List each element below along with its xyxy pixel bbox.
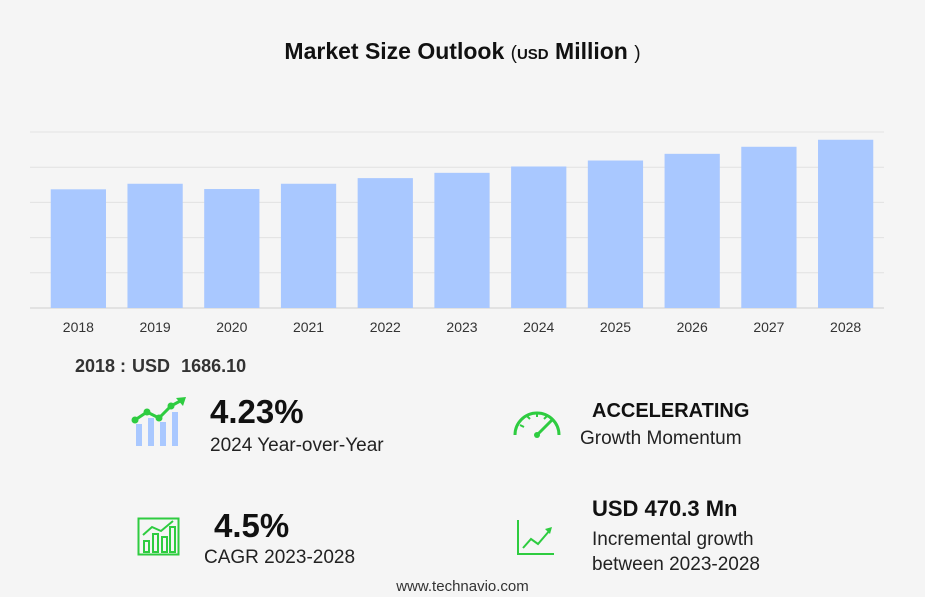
bar-chart-icon (137, 517, 180, 556)
yoy-label: 2024 Year-over-Year (210, 435, 384, 456)
x-tick-label-2024: 2024 (523, 319, 554, 335)
cagr-label: CAGR 2023-2028 (204, 547, 356, 568)
bar-2022 (357, 178, 413, 308)
bar-2023 (434, 172, 490, 308)
x-tick-label-2026: 2026 (677, 319, 708, 335)
growth-bars-icon (131, 397, 186, 446)
incremental-label-line2: between 2023-2028 (592, 553, 760, 575)
x-tick-label-2019: 2019 (140, 319, 171, 335)
title-open-paren: ( (510, 43, 517, 64)
yoy-value: 4.23% (210, 393, 304, 430)
bar-2020 (204, 189, 260, 308)
x-tick-label-2027: 2027 (753, 319, 784, 335)
base-year-value: 2018 : USD 1686.10 (75, 356, 252, 377)
bar-2021 (280, 183, 337, 308)
x-tick-label-2025: 2025 (600, 319, 631, 335)
bar-2027 (741, 146, 797, 308)
incremental-stat: USD 470.3 Mn Incremental growth between … (592, 496, 760, 577)
bar-2026 (664, 153, 720, 308)
momentum-stat: ACCELERATING Growth Momentum (580, 400, 750, 452)
x-tick-label-2028: 2028 (830, 319, 861, 335)
bar-2025 (587, 160, 644, 308)
title-main: Market Size Outlook (284, 38, 505, 64)
momentum-value: ACCELERATING (592, 400, 750, 422)
cagr-value: 4.5% (214, 507, 290, 544)
speedometer-icon (513, 411, 561, 438)
yoy-stat: 4.23% 2024 Year-over-Year (210, 395, 384, 459)
x-tick-label-2018: 2018 (63, 319, 94, 335)
bar-chart: 2018 2019 2020 2021 2022 2023 2024 2025 2026 2027… (30, 131, 884, 335)
footer-source: www.technavio.com (396, 578, 529, 595)
momentum-label: Growth Momentum (580, 428, 742, 449)
x-tick-label-2020: 2020 (216, 319, 247, 335)
cagr-stat: 4.5% CAGR 2023-2028 (204, 509, 355, 571)
base-value: 1686.10 (181, 356, 247, 376)
title-unit-scale: Million (555, 38, 628, 64)
x-tick-label-2023: 2023 (446, 319, 477, 335)
trend-line-icon (517, 520, 554, 555)
bar-2018 (50, 189, 106, 308)
title-unit-currency: USD (516, 46, 549, 63)
bar-2028 (818, 139, 874, 308)
incremental-value: USD 470.3 Mn (592, 496, 738, 521)
x-tick-label-2021: 2021 (293, 319, 324, 335)
title-close-paren: ) (634, 43, 641, 64)
bar-2019 (127, 183, 183, 308)
base-currency: USD (132, 356, 171, 376)
bar-2024 (511, 166, 567, 308)
base-year-label: 2018 : (75, 356, 127, 376)
x-tick-label-2022: 2022 (370, 319, 401, 335)
chart-title: Market Size Outlook (USD Million ) (0, 38, 925, 65)
incremental-label-line1: Incremental growth (592, 529, 754, 550)
